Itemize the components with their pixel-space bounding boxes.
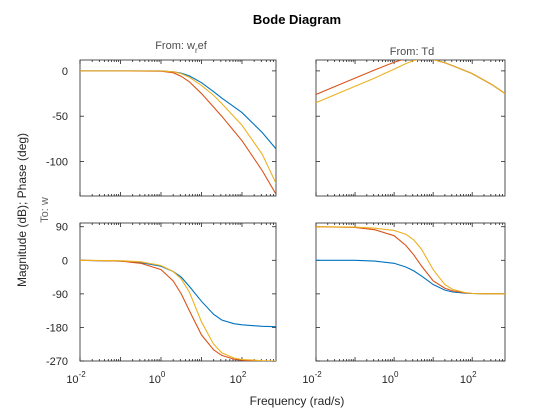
axes-frame	[79, 222, 277, 362]
axes-frame	[315, 222, 506, 362]
x-tick-label: 102	[230, 370, 247, 386]
axes-frame	[315, 59, 506, 197]
y-tick-label: -270	[46, 356, 68, 368]
y-tick-label: -90	[52, 289, 68, 301]
y-tick-label: 90	[56, 222, 68, 234]
series-line-3	[316, 226, 505, 295]
y-tick-label: -180	[46, 322, 68, 334]
chart-title: Bode Diagram	[253, 12, 341, 27]
axes-phase-wref: 90 0 -90 -180 -270 10-2 100 102	[46, 222, 277, 386]
y-tick-label: -100	[46, 157, 68, 169]
column-title-wref: From: wref	[155, 40, 208, 55]
column-title-td: From: Td	[390, 46, 434, 58]
x-axis-label: Frequency (rad/s)	[250, 394, 345, 408]
x-tick-label: 102	[460, 370, 477, 386]
series-line-3	[80, 70, 276, 184]
y-tick-label: -50	[52, 111, 68, 123]
axes-phase-td: 10-2 100 102	[302, 222, 506, 386]
axes-mag-wref: 0 -50 -100	[46, 59, 277, 197]
x-tick-label: 100	[149, 370, 166, 386]
x-tick-label: 100	[382, 370, 399, 386]
axes-mag-td	[315, 59, 506, 197]
y-tick-label: 0	[62, 255, 68, 267]
series-line-2	[80, 259, 276, 361]
series-line-3	[80, 259, 276, 361]
axes-frame	[79, 59, 277, 197]
x-tick-label: 10-2	[66, 370, 86, 386]
output-label: To: w	[39, 197, 51, 223]
series-line-1	[80, 259, 276, 328]
y-tick-label: 0	[62, 66, 68, 78]
x-tick-label: 10-2	[302, 370, 322, 386]
series-line-3	[316, 60, 505, 104]
y-axis-label: Magnitude (dB); Phase (deg)	[15, 133, 29, 287]
